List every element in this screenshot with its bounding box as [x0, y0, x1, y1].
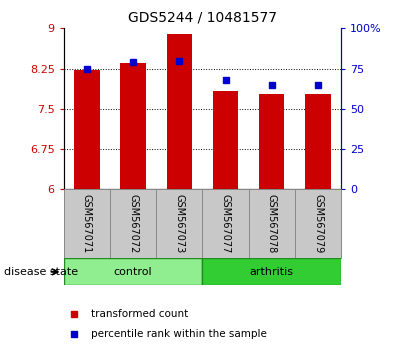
- Text: GSM567079: GSM567079: [313, 194, 323, 253]
- Bar: [120, 63, 146, 189]
- Text: GSM567073: GSM567073: [174, 194, 184, 253]
- Bar: [64, 189, 110, 258]
- Text: GSM567077: GSM567077: [221, 194, 231, 253]
- Text: disease state: disease state: [4, 267, 78, 277]
- Title: GDS5244 / 10481577: GDS5244 / 10481577: [128, 10, 277, 24]
- Text: GSM567071: GSM567071: [82, 194, 92, 253]
- Bar: [166, 34, 192, 189]
- Bar: [305, 94, 331, 189]
- Text: GSM567072: GSM567072: [128, 194, 138, 253]
- Text: GSM567078: GSM567078: [267, 194, 277, 253]
- Bar: [249, 189, 295, 258]
- Text: percentile rank within the sample: percentile rank within the sample: [91, 329, 267, 339]
- Bar: [64, 258, 203, 285]
- Text: arthritis: arthritis: [250, 267, 294, 277]
- Bar: [74, 70, 99, 189]
- Text: control: control: [114, 267, 152, 277]
- Bar: [259, 94, 284, 189]
- Bar: [203, 189, 249, 258]
- Bar: [110, 189, 156, 258]
- Bar: [295, 189, 341, 258]
- Text: transformed count: transformed count: [91, 309, 189, 319]
- Bar: [203, 258, 341, 285]
- Bar: [213, 91, 238, 189]
- Bar: [156, 189, 203, 258]
